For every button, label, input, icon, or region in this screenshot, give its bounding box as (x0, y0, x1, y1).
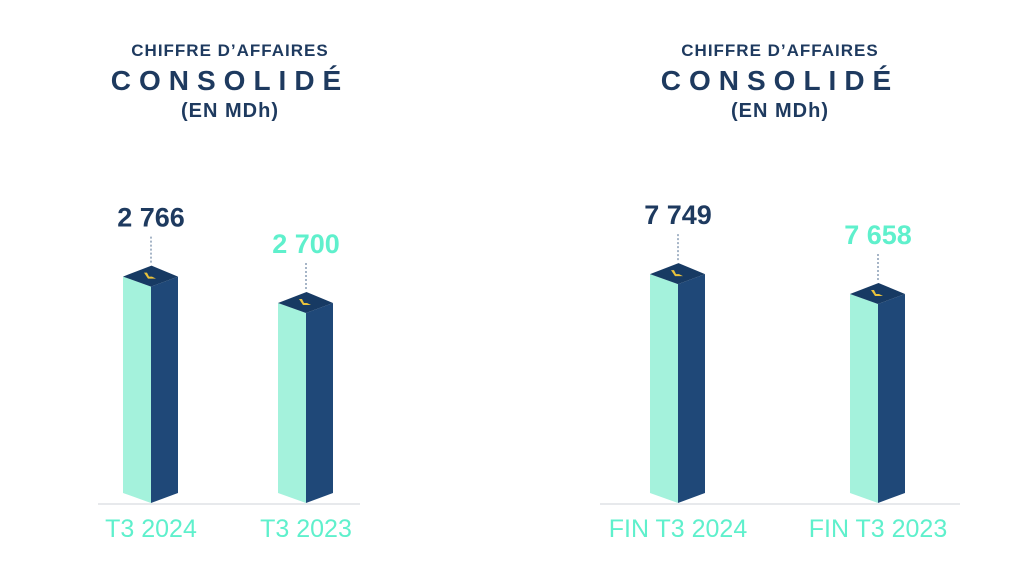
bar-2: 7 658 FIN T3 2023 (809, 220, 948, 543)
bar-top-face (850, 282, 905, 304)
category-label: FIN T3 2024 (609, 515, 748, 543)
category-label: T3 2024 (105, 515, 197, 543)
title-line-3: (EN MDh) (731, 100, 829, 122)
category-label: T3 2023 (260, 515, 352, 543)
brand-logo-icon (144, 272, 156, 279)
title-line-2: CONSOLIDÉ (660, 65, 900, 96)
bar-side-face (306, 303, 333, 503)
bar-front-face (650, 274, 678, 503)
value-label: 7 749 (644, 200, 712, 230)
bar-side-face (678, 274, 705, 503)
bar-top-face (278, 292, 333, 313)
brand-logo-icon (871, 289, 883, 296)
title-line-2: CONSOLIDÉ (110, 65, 350, 96)
bar-top-face (123, 265, 178, 287)
title-line-1: CHIFFRE D’AFFAIRES (131, 41, 329, 60)
value-label: 7 658 (844, 220, 912, 250)
brand-logo-icon (299, 299, 311, 305)
bar-side-face (878, 293, 905, 503)
chart-title: CHIFFRE D’AFFAIRES CONSOLIDÉ (EN MDh) (50, 38, 410, 124)
title-line-3: (EN MDh) (181, 100, 279, 122)
chart-panel-t3: CHIFFRE D’AFFAIRES CONSOLIDÉ (EN MDh) 2 … (50, 0, 410, 583)
category-label: FIN T3 2023 (809, 515, 948, 543)
chart-panel-fin-t3: CHIFFRE D’AFFAIRES CONSOLIDÉ (EN MDh) 7 … (600, 0, 960, 583)
title-line-1: CHIFFRE D’AFFAIRES (681, 41, 879, 60)
bar-chart-t3: 2 766 T3 2024 2 700 T3 2023 (98, 203, 360, 543)
bar-top-face (650, 263, 705, 285)
value-label: 2 766 (117, 203, 185, 233)
bar-1: 7 749 FIN T3 2024 (609, 200, 748, 543)
bar-1: 2 766 T3 2024 (105, 203, 197, 543)
chart-title: CHIFFRE D’AFFAIRES CONSOLIDÉ (EN MDh) (600, 38, 960, 124)
bar-side-face (151, 276, 178, 503)
bar-chart-fin-t3: 7 749 FIN T3 2024 7 658 FIN T3 2023 (600, 200, 960, 543)
brand-logo-icon (671, 270, 683, 277)
bar-front-face (278, 303, 306, 503)
bar-front-face (123, 276, 151, 503)
bar-2: 2 700 T3 2023 (260, 229, 352, 543)
value-label: 2 700 (272, 229, 340, 259)
bar-front-face (850, 293, 878, 503)
